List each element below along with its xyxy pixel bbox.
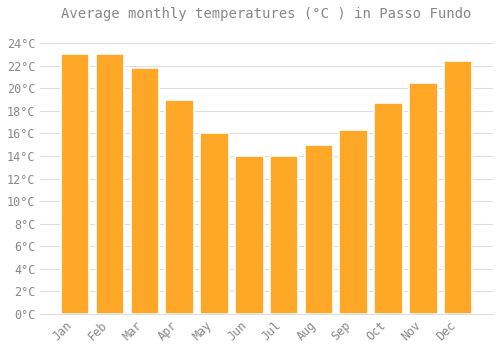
Bar: [96, 55, 124, 314]
Bar: [340, 130, 368, 314]
Title: Average monthly temperatures (°C ) in Passo Fundo: Average monthly temperatures (°C ) in Pa…: [62, 7, 472, 21]
Bar: [130, 68, 159, 314]
Bar: [61, 55, 90, 314]
Bar: [235, 156, 264, 314]
Bar: [374, 103, 403, 314]
Bar: [409, 83, 438, 314]
Bar: [444, 61, 472, 314]
Bar: [166, 100, 194, 314]
Bar: [200, 133, 228, 314]
Bar: [304, 145, 333, 314]
Bar: [270, 156, 298, 314]
